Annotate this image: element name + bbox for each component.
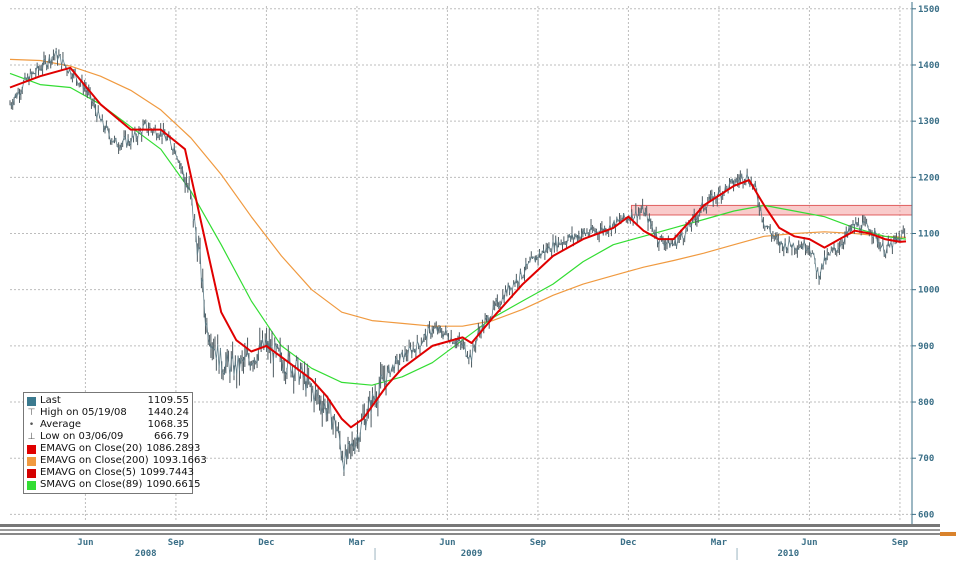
legend-value: 1068.35 <box>147 419 189 430</box>
y-tick-label: 600 <box>918 510 934 520</box>
y-tick-label: 1000 <box>918 286 940 296</box>
y-tick-label: 1500 <box>918 5 940 15</box>
legend-value: 666.79 <box>154 431 189 442</box>
x-tick-label: Sep <box>892 538 909 548</box>
bottom-pane-bar <box>0 524 940 527</box>
bottom-pane-bar <box>0 533 940 535</box>
y-tick-label: 800 <box>918 398 934 408</box>
y-tick-label: 900 <box>918 342 934 352</box>
x-tick-label: Sep <box>168 538 185 548</box>
y-tick-label: 700 <box>918 454 934 464</box>
y-tick-label: 1400 <box>918 61 940 71</box>
y-tick-label: 1100 <box>918 230 940 240</box>
x-tick-label: Jun <box>439 538 455 548</box>
x-year-label: 2008 <box>135 549 157 559</box>
legend-swatch <box>27 468 36 478</box>
x-year-label: 2010 <box>777 549 799 559</box>
high-marker-icon: ⊤ <box>27 407 36 418</box>
legend-row: ⊤ High on 05/19/08 1440.24 <box>27 407 189 419</box>
legend-swatch <box>27 396 36 406</box>
x-tick-label: Dec <box>258 538 274 548</box>
legend-label: EMAVG on Close(20) <box>40 443 143 454</box>
legend-value: 1086.2893 <box>146 443 201 454</box>
legend-swatch <box>27 480 36 490</box>
legend-value: 1440.24 <box>147 407 189 418</box>
x-tick-label: Jun <box>77 538 93 548</box>
legend-value: 1090.6615 <box>146 479 201 490</box>
x-tick-label: Sep <box>530 538 547 548</box>
legend-row: EMAVG on Close(200) 1093.1663 <box>27 455 207 467</box>
legend-label: EMAVG on Close(5) <box>40 467 136 478</box>
average-marker-icon: • <box>28 419 35 430</box>
legend-value: 1109.55 <box>147 395 189 406</box>
low-marker-icon: ⊥ <box>27 431 36 442</box>
legend-swatch <box>27 444 36 454</box>
legend-row: ⊥ Low on 03/06/09 666.79 <box>27 431 189 443</box>
x-tick-label: Mar <box>711 538 728 548</box>
x-tick-label: Jun <box>801 538 817 548</box>
legend-label: SMAVG on Close(89) <box>40 479 143 490</box>
legend-swatch <box>27 456 36 466</box>
legend-row: EMAVG on Close(20) 1086.2893 <box>27 443 200 455</box>
legend-label: Average <box>40 419 82 430</box>
legend-row: Last 1109.55 <box>27 395 189 407</box>
legend-row: SMAVG on Close(89) 1090.6615 <box>27 479 200 491</box>
legend-label: EMAVG on Close(200) <box>40 455 149 466</box>
ema200-line <box>9 58 907 327</box>
legend-row: • Average 1068.35 <box>27 419 189 431</box>
x-year-label: 2009 <box>461 549 483 559</box>
bottom-pane-marker <box>940 532 956 536</box>
x-tick-label: Mar <box>349 538 366 548</box>
legend-label: Low on 03/06/09 <box>40 431 124 442</box>
x-tick-label: Dec <box>620 538 636 548</box>
chart-legend: Last 1109.55 ⊤ High on 05/19/08 1440.24 • Aver… <box>23 392 207 494</box>
ema20-line <box>9 66 907 429</box>
y-tick-label: 1200 <box>918 173 940 183</box>
legend-label: Last <box>40 395 61 406</box>
legend-label: High on 05/19/08 <box>40 407 127 418</box>
legend-value: 1099.7443 <box>139 467 195 478</box>
legend-row: EMAVG on Close(5) 1099.7443 <box>27 467 194 479</box>
price-close-line <box>9 49 905 472</box>
y-tick-label: 1300 <box>918 117 940 127</box>
legend-value: 1093.1663 <box>152 455 207 466</box>
bottom-pane-bar <box>0 529 940 531</box>
